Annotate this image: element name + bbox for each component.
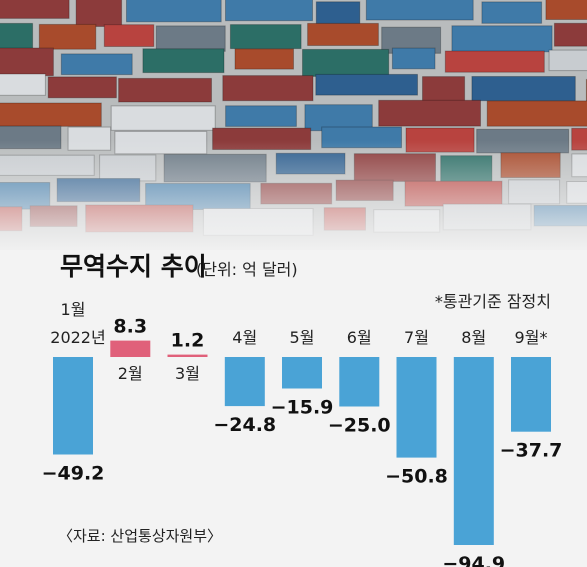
bar-1 [53, 357, 93, 455]
bar-3 [167, 354, 208, 357]
bar-8 [453, 357, 494, 545]
value-label-1: −49.2 [42, 463, 105, 485]
bar-7 [396, 357, 437, 458]
value-label-8: −94.9 [442, 553, 505, 567]
value-label-4: −24.8 [213, 414, 276, 436]
year-label: 2022년 [50, 328, 105, 347]
value-label-6: −25.0 [328, 415, 391, 437]
value-label-2: 8.3 [113, 316, 147, 338]
value-label-5: −15.9 [271, 397, 334, 419]
bar-2 [110, 340, 151, 357]
month-label-8: 8월 [461, 328, 486, 347]
value-label-9: −37.7 [500, 440, 563, 462]
chart-unit: (단위: 억 달러) [196, 260, 298, 279]
month-label-5: 5월 [290, 328, 315, 347]
month-label-3: 3월 [175, 364, 200, 383]
month-label-1: 1월 [61, 300, 86, 319]
value-label-7: −50.8 [385, 466, 448, 488]
month-label-4: 4월 [232, 328, 257, 347]
month-label-7: 7월 [404, 328, 429, 347]
bar-9 [511, 357, 551, 432]
bar-5 [282, 357, 322, 389]
bar-4 [224, 357, 265, 407]
chart-title: 무역수지 추이 [60, 252, 207, 281]
bar-6 [339, 357, 380, 407]
value-label-3: 1.2 [171, 330, 205, 352]
bars-group: −49.2 1월 8.3 2월 1.2 3월 −24.8 4월 −15.9 5월 −25.0 6월 −5… [42, 300, 563, 567]
month-label-6: 6월 [347, 328, 372, 347]
month-label-2: 2월 [118, 364, 143, 383]
source-note: 〈자료: 산업통상자원부〉 [58, 527, 222, 545]
month-label-9: 9월* [515, 328, 548, 347]
chart-note: *통관기준 잠정치 [435, 292, 551, 311]
